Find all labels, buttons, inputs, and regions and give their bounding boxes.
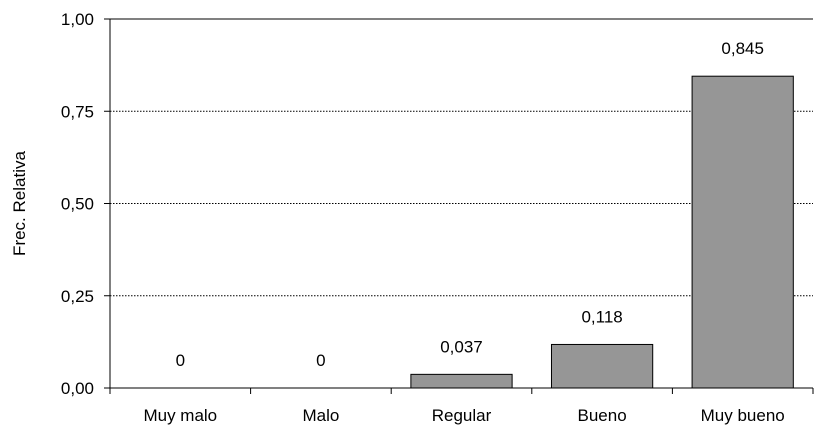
y-tick-label: 1,00 [61, 10, 94, 29]
x-category-label: Muy malo [143, 406, 217, 425]
x-category-label: Bueno [578, 406, 627, 425]
data-labels: 0 0 0,037 0,118 0,845 [176, 39, 764, 370]
y-tick-label: 0,75 [61, 102, 94, 121]
bar [550, 343, 654, 389]
x-category-label: Malo [302, 406, 339, 425]
x-category-label: Muy bueno [701, 406, 785, 425]
bar [410, 373, 513, 389]
data-label: 0,037 [440, 337, 483, 356]
x-category-label: Regular [432, 406, 492, 425]
x-ticks: Muy malo Malo Regular Bueno Muy bueno [109, 388, 814, 425]
y-tick-label: 0,50 [61, 195, 94, 214]
y-tick-label: 0,25 [61, 287, 94, 306]
y-tick-label: 0,00 [61, 379, 94, 398]
data-label: 0,118 [581, 307, 622, 326]
data-label: 0,845 [721, 39, 764, 58]
data-label: 0 [316, 351, 325, 370]
bar [691, 75, 794, 389]
y-ticks: 0,00 0,25 0,50 0,75 1,00 [61, 10, 110, 398]
y-axis-title: Frec. Relativa [10, 151, 29, 256]
bars [410, 75, 794, 389]
data-label: 0 [176, 351, 185, 370]
